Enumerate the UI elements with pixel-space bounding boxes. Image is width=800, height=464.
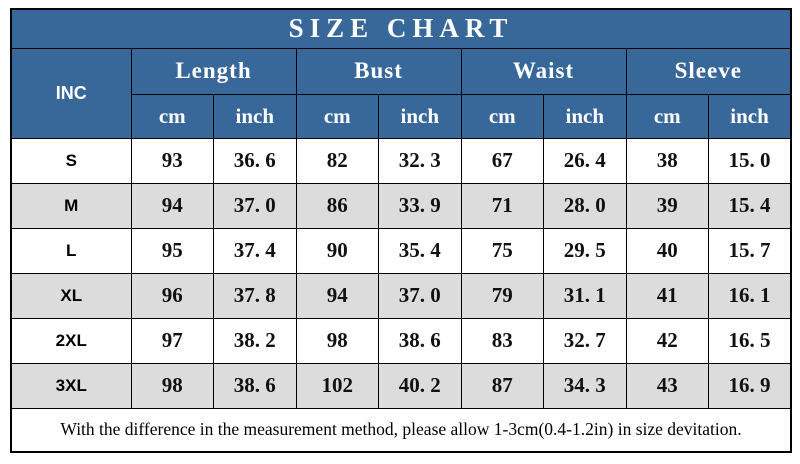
value-cell: 37. 0 <box>378 272 462 319</box>
subheader-length-cm: cm <box>130 93 214 139</box>
value-cell: 94 <box>295 272 379 319</box>
value-cell: 67 <box>460 137 544 184</box>
value-cell: 87 <box>460 362 544 409</box>
value-cell: 97 <box>130 317 214 364</box>
sub-header-row: cm inch cm inch cm inch cm inch <box>11 93 792 139</box>
value-cell: 37. 8 <box>213 272 297 319</box>
value-cell: 29. 5 <box>543 227 627 274</box>
value-cell: 15. 0 <box>708 137 792 184</box>
value-cell: 98 <box>295 317 379 364</box>
value-cell: 16. 9 <box>708 362 792 409</box>
size-chart-table: SIZE CHART INC Length Bust Waist Sleeve … <box>10 8 793 453</box>
subheader-waist-inch: inch <box>543 93 627 139</box>
title-row: SIZE CHART <box>10 8 792 49</box>
chart-title: SIZE CHART <box>10 8 792 49</box>
value-cell: 28. 0 <box>543 182 627 229</box>
value-cell: 15. 4 <box>708 182 792 229</box>
size-label: S <box>10 137 132 184</box>
size-label: M <box>10 182 132 229</box>
value-cell: 35. 4 <box>378 227 462 274</box>
subheader-waist-cm: cm <box>460 93 544 139</box>
table-row-l: L 95 37. 4 90 35. 4 75 29. 5 40 15. 7 <box>10 227 792 274</box>
value-cell: 33. 9 <box>378 182 462 229</box>
value-cell: 16. 5 <box>708 317 792 364</box>
value-cell: 43 <box>625 362 709 409</box>
size-label: 3XL <box>10 362 132 409</box>
value-cell: 42 <box>625 317 709 364</box>
size-label: XL <box>10 272 132 319</box>
value-cell: 98 <box>130 362 214 409</box>
group-header-sleeve: Sleeve <box>625 47 792 95</box>
table-row-s: S 93 36. 6 82 32. 3 67 26. 4 38 15. 0 <box>10 137 792 184</box>
value-cell: 38. 6 <box>378 317 462 364</box>
value-cell: 94 <box>130 182 214 229</box>
table-row-2xl: 2XL 97 38. 2 98 38. 6 83 32. 7 42 16. 5 <box>10 317 792 364</box>
subheader-length-inch: inch <box>213 93 297 139</box>
value-cell: 37. 0 <box>213 182 297 229</box>
value-cell: 40. 2 <box>378 362 462 409</box>
value-cell: 26. 4 <box>543 137 627 184</box>
value-cell: 40 <box>625 227 709 274</box>
value-cell: 31. 1 <box>543 272 627 319</box>
value-cell: 96 <box>130 272 214 319</box>
group-header-bust: Bust <box>295 47 462 95</box>
value-cell: 71 <box>460 182 544 229</box>
group-header-length: Length <box>130 47 297 95</box>
subheader-bust-inch: inch <box>378 93 462 139</box>
value-cell: 95 <box>130 227 214 274</box>
subheader-sleeve-inch: inch <box>708 93 792 139</box>
unit-system-cell: INC <box>10 47 132 139</box>
value-cell: 34. 3 <box>543 362 627 409</box>
subheader-bust-cm: cm <box>295 93 379 139</box>
value-cell: 32. 3 <box>378 137 462 184</box>
value-cell: 38. 6 <box>213 362 297 409</box>
value-cell: 37. 4 <box>213 227 297 274</box>
measurement-note: With the difference in the measurement m… <box>10 407 792 453</box>
value-cell: 32. 7 <box>543 317 627 364</box>
table-row-m: M 94 37. 0 86 33. 9 71 28. 0 39 15. 4 <box>10 182 792 229</box>
value-cell: 93 <box>130 137 214 184</box>
group-header-row: INC Length Bust Waist Sleeve <box>10 47 792 139</box>
value-cell: 41 <box>625 272 709 319</box>
value-cell: 83 <box>460 317 544 364</box>
value-cell: 75 <box>460 227 544 274</box>
value-cell: 90 <box>295 227 379 274</box>
size-label: L <box>10 227 132 274</box>
value-cell: 16. 1 <box>708 272 792 319</box>
value-cell: 86 <box>295 182 379 229</box>
table-row-xl: XL 96 37. 8 94 37. 0 79 31. 1 41 16. 1 <box>10 272 792 319</box>
value-cell: 36. 6 <box>213 137 297 184</box>
size-label: 2XL <box>10 317 132 364</box>
value-cell: 39 <box>625 182 709 229</box>
table-row-3xl: 3XL 98 38. 6 102 40. 2 87 34. 3 43 16. 9 <box>10 362 792 409</box>
value-cell: 102 <box>295 362 379 409</box>
group-header-waist: Waist <box>460 47 627 95</box>
value-cell: 38 <box>625 137 709 184</box>
note-row: With the difference in the measurement m… <box>10 407 792 453</box>
value-cell: 38. 2 <box>213 317 297 364</box>
subheader-sleeve-cm: cm <box>625 93 709 139</box>
value-cell: 15. 7 <box>708 227 792 274</box>
value-cell: 82 <box>295 137 379 184</box>
value-cell: 79 <box>460 272 544 319</box>
